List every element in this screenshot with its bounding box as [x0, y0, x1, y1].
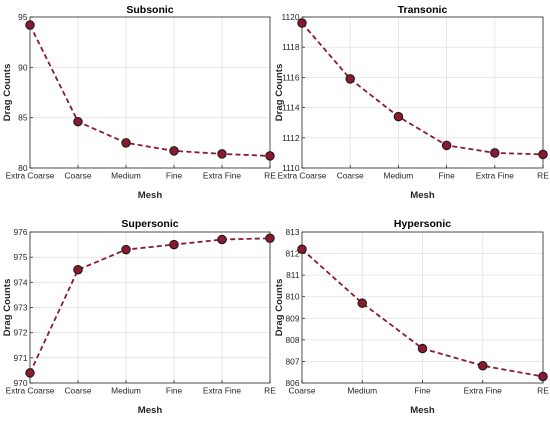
x-tick-label: Coarse	[289, 386, 316, 396]
x-tick-label: Extra Coarse	[278, 171, 327, 181]
data-point	[538, 371, 548, 382]
axes-frame	[29, 16, 271, 169]
y-tick-label: 1110	[282, 163, 300, 173]
x-tick-label: Coarse	[65, 386, 92, 396]
x-axis-label: Mesh	[138, 405, 163, 416]
y-axis-label: Drag Counts	[2, 279, 13, 337]
y-tick-label: 1118	[282, 42, 300, 52]
y-tick-label: 810	[286, 292, 300, 302]
x-tick-label: Extra Fine	[476, 171, 515, 181]
x-tick-label: Medium	[347, 386, 377, 396]
plot-area: 970 971 972 973 974 975 976 Extra Coarse Coarse M…	[6, 227, 277, 396]
x-axis-label: Mesh	[410, 190, 435, 201]
x-tick-label: Extra Fine	[203, 171, 242, 181]
y-tick-label: 95	[18, 12, 28, 22]
data-point	[217, 149, 227, 159]
x-tick-label: Extra Coarse	[6, 171, 55, 181]
subplot-transonic: 1110 1112 1114 1116 1118 1120 Extra Coarse Coar…	[274, 4, 549, 201]
x-tick-label: RE	[537, 386, 549, 396]
x-tick-label: RE	[264, 386, 276, 396]
axes-frame	[29, 231, 271, 384]
x-axis-label: Mesh	[138, 190, 163, 201]
data-point	[297, 244, 307, 255]
x-axis-label: Mesh	[410, 405, 435, 416]
plot-area: 806 807 808 809 810 811 812 813 Coarse Medium Fine…	[286, 227, 550, 396]
data-point	[538, 149, 548, 160]
y-tick-label: 806	[286, 378, 300, 388]
data-point	[73, 116, 83, 127]
y-tick-label: 975	[14, 252, 28, 262]
x-tick-label: Coarse	[337, 171, 364, 181]
plot-area: 80 85 90 95 Extra Coarse Coarse Medium Fine Extr…	[6, 12, 277, 181]
series-line	[29, 24, 271, 157]
y-tick-label: 1112	[282, 133, 300, 143]
data-point	[25, 368, 35, 378]
y-tick-label: 971	[14, 353, 28, 363]
data-point	[73, 264, 83, 275]
x-tick-label: Fine	[166, 386, 183, 396]
y-tick-label: 80	[18, 163, 28, 173]
x-tick-label: Fine	[166, 171, 183, 181]
y-tick-label: 1116	[282, 72, 300, 82]
data-point	[169, 146, 179, 156]
y-axis-label: Drag Counts	[2, 64, 13, 122]
axes-frame	[301, 16, 544, 169]
data-point	[297, 18, 307, 28]
chart-title: Supersonic	[121, 218, 178, 230]
y-tick-label: 808	[286, 335, 300, 345]
data-point	[490, 148, 500, 158]
y-axis-label: Drag Counts	[274, 64, 285, 122]
y-tick-label: 972	[14, 328, 28, 338]
series-line	[29, 237, 271, 374]
y-tick-label: 1114	[282, 103, 300, 113]
y-tick-label: 973	[14, 303, 28, 313]
y-tick-label: 974	[14, 277, 28, 287]
data-point	[393, 111, 404, 122]
data-point	[357, 298, 367, 308]
y-tick-label: 976	[14, 227, 28, 237]
subplot-hypersonic: 806 807 808 809 810 811 812 813 Coarse Medium Fine…	[274, 218, 549, 416]
x-tick-label: Medium	[111, 386, 141, 396]
data-point	[265, 151, 275, 161]
y-axis-label: Drag Counts	[274, 279, 285, 337]
subplot-subsonic: 80 85 90 95 Extra Coarse Coarse Medium Fine Extr…	[2, 4, 276, 201]
x-tick-label: Extra Fine	[203, 386, 242, 396]
axes-frame	[301, 231, 544, 384]
x-tick-label: RE	[264, 171, 276, 181]
y-tick-label: 813	[286, 227, 300, 237]
data-point	[121, 138, 131, 148]
data-point	[121, 244, 131, 255]
data-point	[25, 20, 35, 30]
y-tick-label: 809	[286, 313, 300, 323]
x-tick-label: Fine	[414, 386, 431, 396]
x-tick-label: Extra Coarse	[6, 386, 55, 396]
series-line	[301, 22, 544, 156]
y-tick-label: 85	[18, 113, 28, 123]
chart-title: Subsonic	[126, 4, 173, 16]
data-point	[441, 140, 452, 151]
y-tick-label: 970	[14, 378, 28, 388]
plot-area: 1110 1112 1114 1116 1118 1120 Extra Coarse Coar…	[278, 12, 550, 181]
y-tick-label: 1120	[281, 12, 299, 22]
data-point	[345, 74, 355, 84]
data-point	[265, 233, 275, 244]
data-point	[477, 360, 488, 371]
x-tick-label: RE	[537, 171, 549, 181]
subplot-supersonic: 970 971 972 973 974 975 976 Extra Coarse Coarse M…	[2, 218, 276, 416]
x-tick-label: Medium	[384, 171, 414, 181]
x-tick-label: Medium	[111, 171, 141, 181]
y-tick-label: 811	[286, 270, 300, 280]
x-tick-label: Extra Fine	[464, 386, 503, 396]
data-point	[417, 343, 428, 354]
x-tick-label: Coarse	[65, 171, 92, 181]
y-tick-label: 90	[18, 62, 28, 72]
y-tick-label: 807	[286, 356, 300, 366]
x-tick-label: Fine	[438, 171, 455, 181]
chart-title: Transonic	[398, 4, 448, 16]
y-tick-label: 812	[286, 249, 300, 259]
data-point	[169, 239, 179, 250]
data-point	[217, 234, 227, 245]
chart-title: Hypersonic	[394, 218, 451, 230]
